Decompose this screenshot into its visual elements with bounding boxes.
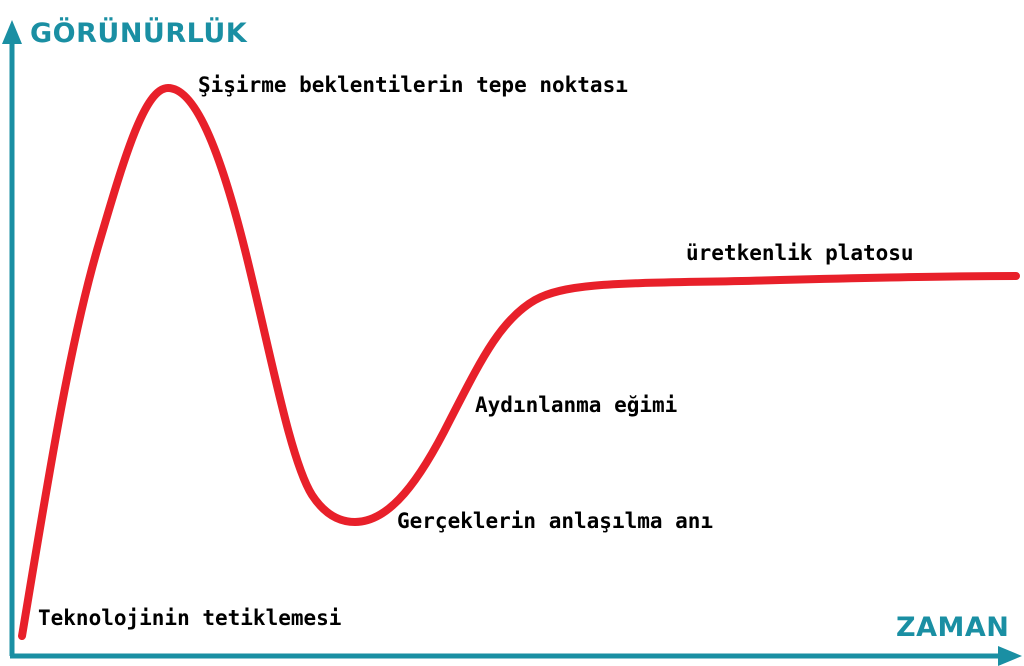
trough-of-disillusionment-label: Gerçeklerin anlaşılma anı xyxy=(397,509,714,533)
y-axis-label: GÖRÜNÜRLÜK xyxy=(30,18,248,49)
x-axis-label: ZAMAN xyxy=(896,612,1010,643)
peak-of-inflated-expectations-label: Şişirme beklentilerin tepe noktası xyxy=(198,73,628,97)
slope-of-enlightenment-label: Aydınlanma eğimi xyxy=(475,393,678,417)
plateau-of-productivity-label: üretkenlik platosu xyxy=(686,241,914,265)
technology-trigger-label: Teknolojinin tetiklemesi xyxy=(38,606,342,630)
y-axis-arrowhead xyxy=(2,20,22,44)
x-axis-arrowhead xyxy=(998,646,1022,666)
hype-cycle-curve xyxy=(18,84,1020,640)
